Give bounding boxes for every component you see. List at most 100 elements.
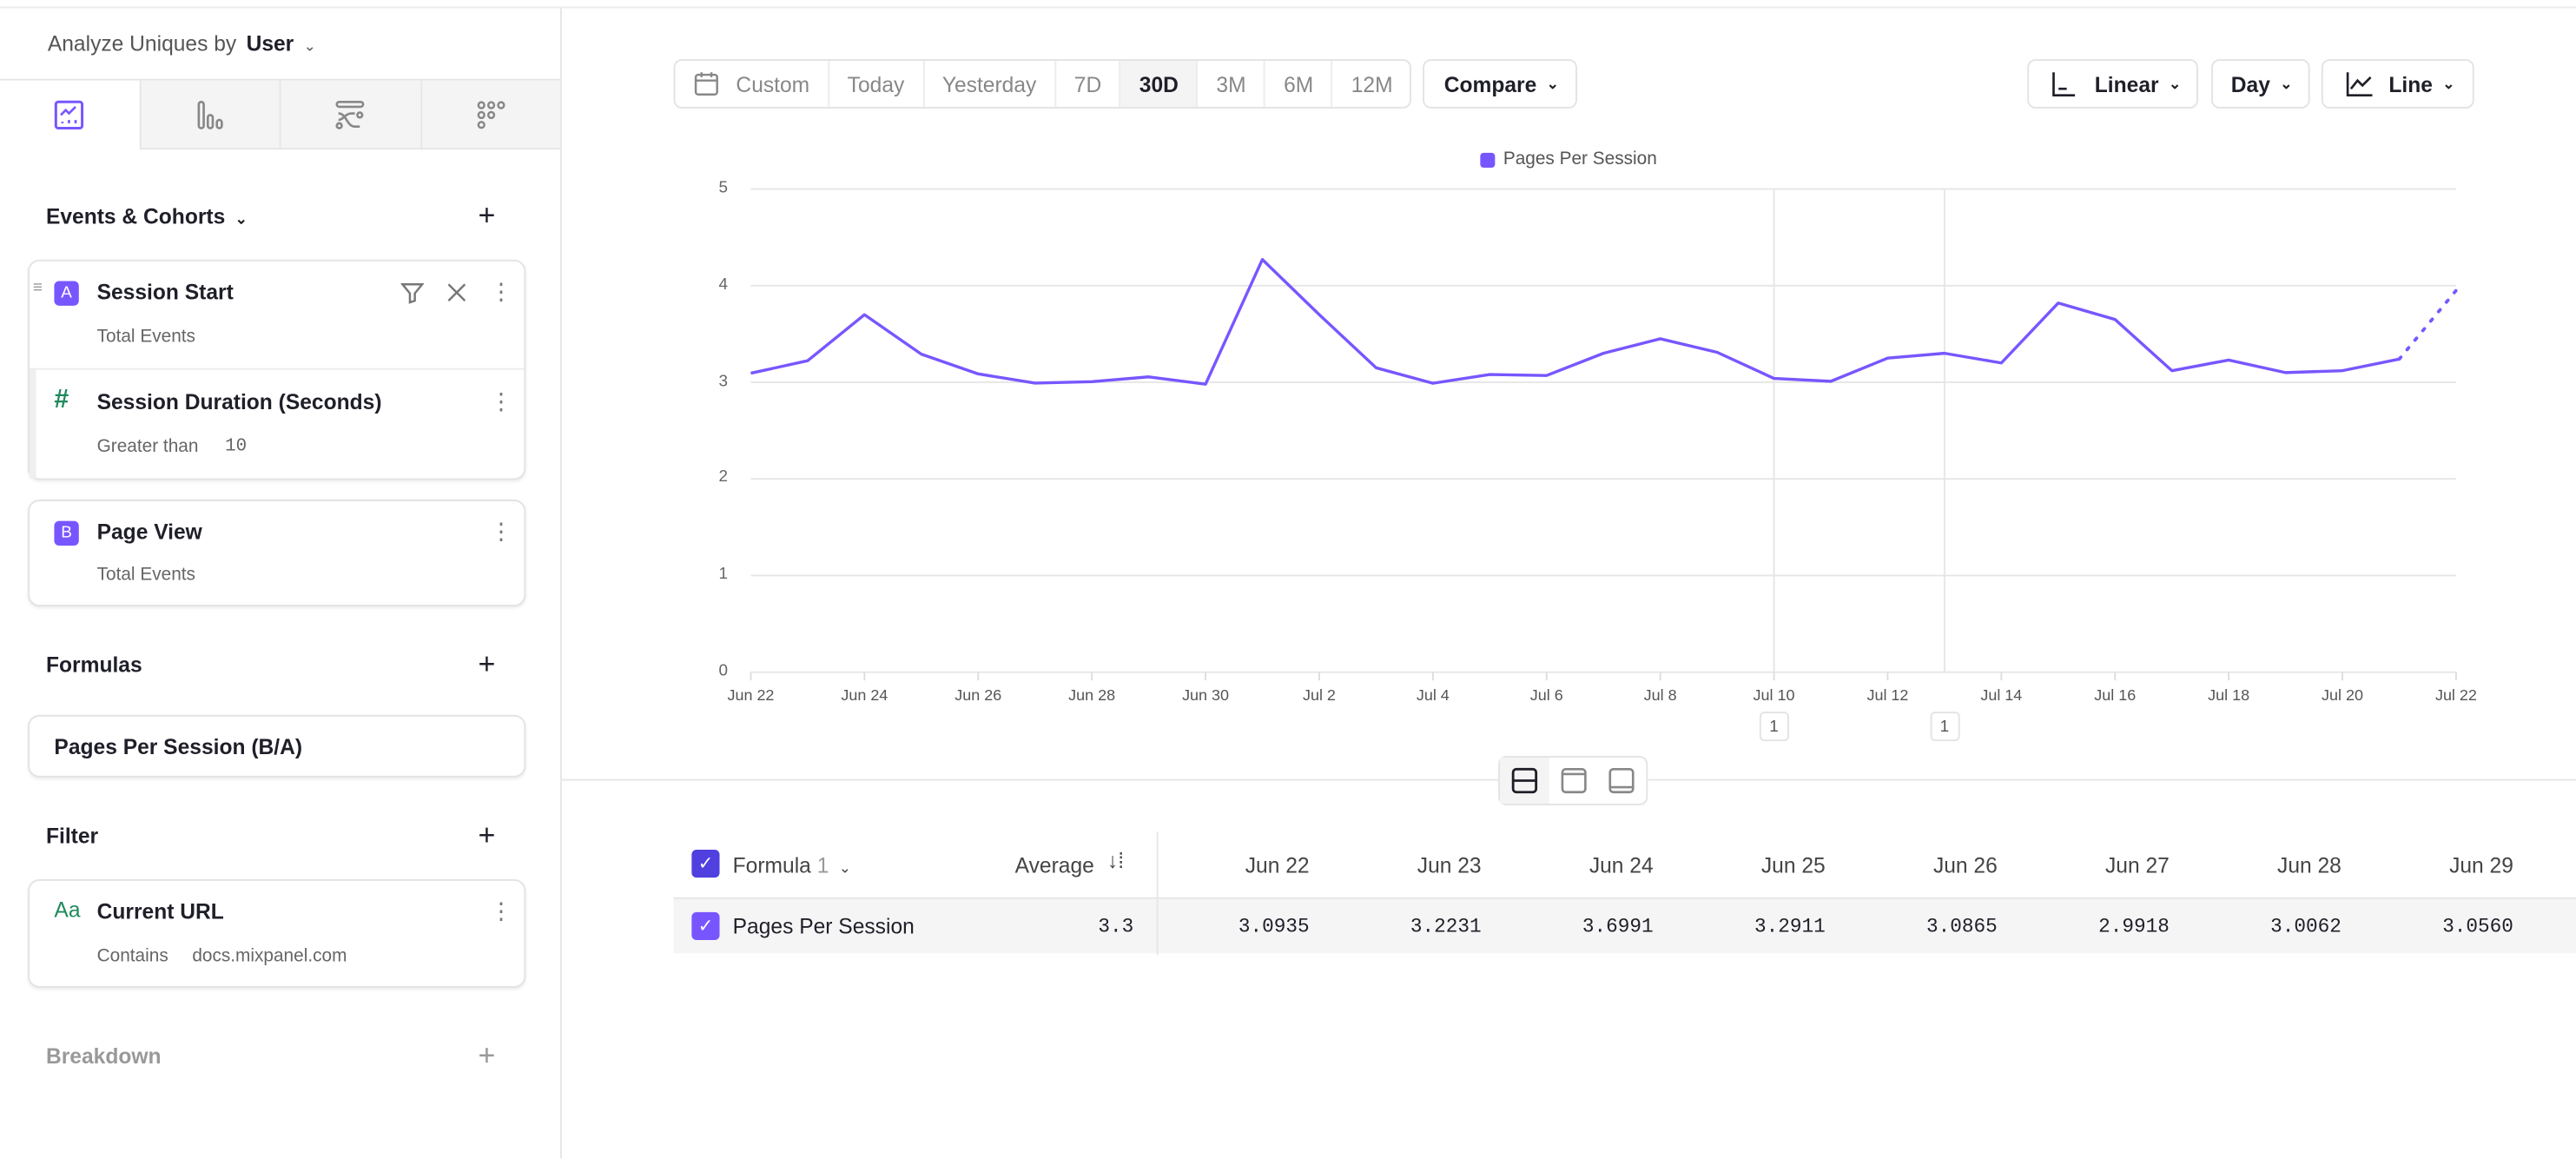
- data-point[interactable]: [1082, 372, 1102, 392]
- range-30d[interactable]: 30D: [1120, 60, 1199, 107]
- analyze-value: User: [246, 30, 294, 56]
- data-point[interactable]: [2162, 361, 2182, 381]
- date-column-header[interactable]: Jun 22: [1245, 852, 1310, 878]
- sort-descending-icon[interactable]: ↓⁞: [1106, 848, 1125, 873]
- annotation-badge[interactable]: 1: [1929, 712, 1959, 742]
- data-point[interactable]: [1366, 358, 1386, 378]
- date-column-header[interactable]: Jun 26: [1932, 852, 1998, 878]
- data-point[interactable]: [1594, 343, 1614, 363]
- event-measure[interactable]: Total Events: [96, 327, 195, 348]
- data-point[interactable]: [968, 364, 988, 384]
- range-yesterday[interactable]: Yesterday: [924, 60, 1057, 107]
- drag-handle-icon[interactable]: ≡: [32, 279, 43, 298]
- interval-dropdown[interactable]: Day ⌄: [2211, 59, 2310, 109]
- x-tick-label: Jul 6: [1529, 686, 1563, 705]
- data-point[interactable]: [1764, 368, 1784, 388]
- data-point[interactable]: [2389, 349, 2409, 369]
- data-point[interactable]: [2333, 361, 2353, 381]
- data-point[interactable]: [798, 351, 818, 371]
- data-point[interactable]: [1310, 305, 1330, 325]
- add-event-button[interactable]: +: [478, 198, 496, 232]
- event-name[interactable]: Page View: [96, 519, 202, 545]
- add-filter-button[interactable]: +: [478, 818, 496, 851]
- data-point[interactable]: [2105, 309, 2125, 329]
- data-point[interactable]: [2219, 350, 2239, 370]
- tab-flows[interactable]: [279, 80, 420, 150]
- data-point[interactable]: [1536, 366, 1556, 386]
- data-point[interactable]: [1480, 365, 1500, 385]
- event-measure[interactable]: Total Events: [96, 565, 195, 586]
- global-filter-card[interactable]: Aa Current URL ⋮ Contains docs.mixpanel.…: [28, 879, 526, 988]
- formula-group-header[interactable]: Formula 1 ⌄: [733, 853, 851, 878]
- date-column-header[interactable]: Jun 28: [2277, 852, 2342, 878]
- data-point[interactable]: [1423, 374, 1443, 394]
- date-column-header[interactable]: Jun 25: [1760, 852, 1826, 878]
- scale-dropdown[interactable]: Linear ⌄: [2027, 59, 2198, 109]
- data-point[interactable]: [1991, 353, 2011, 373]
- data-point[interactable]: [855, 305, 875, 325]
- line-chart[interactable]: [0, 0, 2576, 772]
- layout-chart-button[interactable]: [1549, 758, 1597, 804]
- filter-funnel-icon[interactable]: [400, 281, 425, 304]
- formula-card[interactable]: Pages Per Session (B/A): [28, 714, 526, 778]
- event-card-a[interactable]: ≡ A Session Start ⋮ Total Events # Sessi…: [28, 259, 526, 480]
- add-formula-button[interactable]: +: [478, 647, 496, 681]
- row-checkbox[interactable]: ✓: [691, 911, 720, 940]
- data-point[interactable]: [2447, 281, 2467, 301]
- tab-insights[interactable]: [0, 80, 139, 150]
- compare-dropdown[interactable]: Compare ⌄: [1423, 59, 1577, 109]
- add-breakdown-button[interactable]: +: [478, 1038, 496, 1072]
- chart-type-dropdown[interactable]: Line ⌄: [2321, 59, 2474, 109]
- date-column-header[interactable]: Jun 24: [1589, 852, 1654, 878]
- range-3m[interactable]: 3M: [1199, 60, 1266, 107]
- average-header[interactable]: Average: [1014, 852, 1094, 878]
- range-12m[interactable]: 12M: [1351, 71, 1393, 96]
- filter-value[interactable]: 10: [225, 437, 248, 457]
- data-point[interactable]: [1935, 343, 1955, 363]
- filter-property-name[interactable]: Current URL: [96, 898, 224, 924]
- data-point[interactable]: [1025, 374, 1045, 394]
- data-point[interactable]: [2275, 363, 2295, 383]
- events-cohorts-header[interactable]: Events & Cohorts ⌄: [46, 204, 248, 228]
- legend-swatch: [1480, 151, 1496, 167]
- close-icon[interactable]: [447, 282, 467, 302]
- filter-operator[interactable]: Contains: [96, 946, 168, 967]
- data-point[interactable]: [2048, 293, 2068, 313]
- formula-name[interactable]: Pages Per Session (B/A): [54, 734, 303, 759]
- series-line-partial[interactable]: [2397, 288, 2458, 361]
- property-filter-name[interactable]: Session Duration (Seconds): [96, 389, 382, 414]
- event-name[interactable]: Session Start: [96, 279, 234, 304]
- data-point[interactable]: [1707, 342, 1727, 362]
- event-card-b[interactable]: B Page View ⋮ Total Events: [28, 500, 526, 607]
- data-point[interactable]: [1878, 348, 1898, 368]
- layout-table-button[interactable]: [1597, 758, 1646, 804]
- layout-split-button[interactable]: [1500, 758, 1549, 804]
- chevron-down-icon: ⌄: [2280, 75, 2293, 91]
- tab-retention[interactable]: [419, 80, 561, 150]
- chart-legend[interactable]: Pages Per Session: [1480, 149, 1657, 169]
- date-column-header[interactable]: Jun 27: [2104, 852, 2170, 878]
- annotation-badge[interactable]: 1: [1759, 712, 1789, 742]
- series-line[interactable]: [750, 258, 2400, 386]
- filter-operator[interactable]: Greater than: [96, 437, 199, 457]
- date-column-header[interactable]: Jun 23: [1417, 852, 1482, 878]
- range-6m[interactable]: 6M: [1265, 60, 1333, 107]
- data-point[interactable]: [741, 363, 761, 383]
- more-options-icon[interactable]: ⋮: [489, 897, 513, 924]
- data-point[interactable]: [1139, 367, 1159, 387]
- data-point[interactable]: [1650, 329, 1670, 349]
- custom-range-button[interactable]: Custom: [675, 60, 829, 107]
- data-point[interactable]: [1821, 372, 1841, 392]
- data-point[interactable]: [1196, 374, 1216, 394]
- filter-value[interactable]: docs.mixpanel.com: [192, 946, 347, 967]
- table-row[interactable]: ✓ Pages Per Session 3.3 3.0935 3.2231 3.69…: [673, 897, 2576, 956]
- range-today[interactable]: Today: [829, 60, 925, 107]
- data-point[interactable]: [911, 344, 931, 364]
- tab-funnels[interactable]: [138, 80, 280, 150]
- select-all-checkbox[interactable]: ✓: [691, 849, 720, 878]
- date-column-header[interactable]: Jun 29: [2449, 852, 2513, 878]
- data-point[interactable]: [1252, 249, 1272, 269]
- analyze-uniques-selector[interactable]: Analyze Uniques by User ⌄: [48, 31, 316, 56]
- analyze-label: Analyze Uniques by: [47, 30, 237, 56]
- range-7d[interactable]: 7D: [1056, 60, 1121, 107]
